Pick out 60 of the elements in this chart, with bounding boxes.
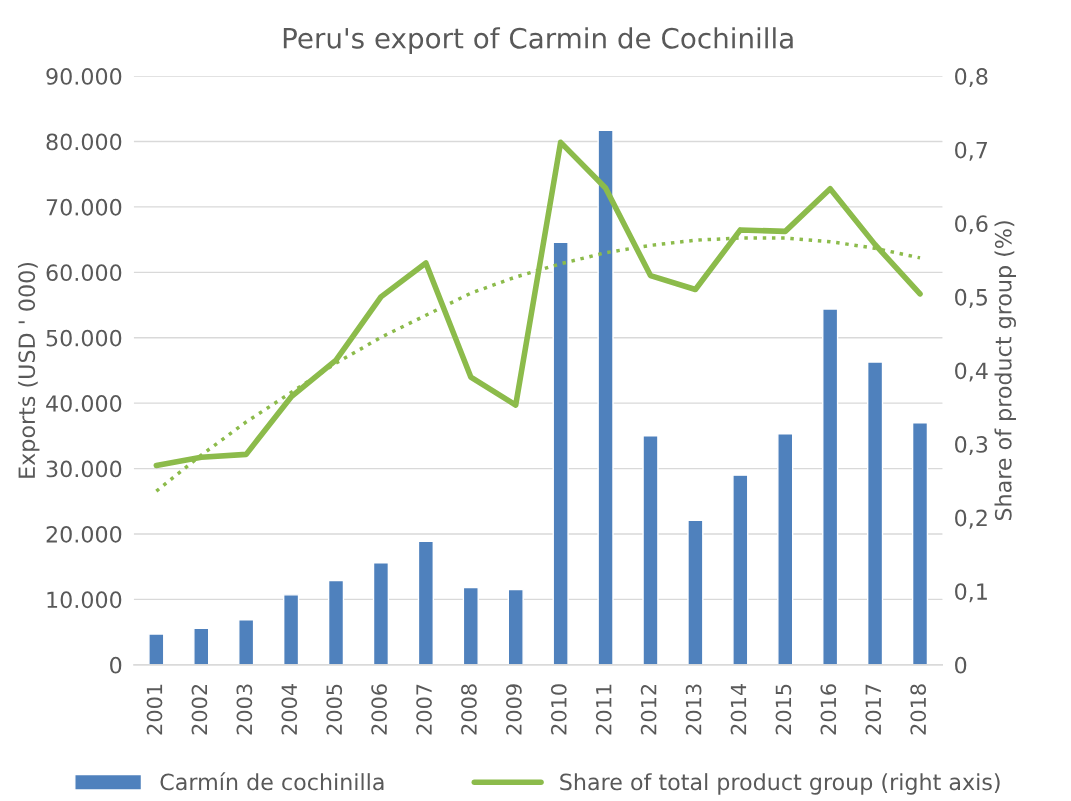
bar bbox=[372, 562, 390, 665]
y-tick-label: 30.000 bbox=[46, 460, 122, 478]
y2-tick-label: 0,2 bbox=[955, 509, 987, 529]
x-tick-label: 2005 bbox=[326, 684, 343, 735]
bar bbox=[327, 579, 345, 665]
x-tick-label: 2014 bbox=[730, 684, 747, 735]
bar bbox=[507, 588, 524, 665]
y-tick-label: 20.000 bbox=[46, 525, 122, 543]
bar bbox=[193, 627, 210, 665]
bar bbox=[911, 422, 929, 665]
y-tick-label: 0 bbox=[110, 656, 122, 674]
x-tick-label: 2015 bbox=[775, 684, 792, 735]
bar bbox=[866, 361, 884, 665]
y2-tick-label: 0,4 bbox=[955, 362, 988, 382]
y-tick-label: 10.000 bbox=[47, 591, 122, 609]
bar bbox=[282, 594, 300, 665]
bar bbox=[148, 633, 165, 665]
x-tick-label: 2007 bbox=[416, 684, 432, 735]
bar bbox=[417, 540, 434, 665]
x-tick-label: 2008 bbox=[461, 684, 477, 735]
y-axis-title: Exports (USD ' 000) bbox=[17, 262, 40, 478]
bar bbox=[238, 618, 255, 665]
legend-label: Share of total product group (right axis) bbox=[560, 773, 1000, 795]
bar bbox=[687, 519, 704, 665]
x-tick-label: 2002 bbox=[191, 684, 208, 735]
x-tick-label: 2012 bbox=[640, 684, 657, 735]
y2-tick-label: 0,1 bbox=[955, 583, 987, 603]
bar bbox=[822, 308, 839, 665]
y-tick-label: 50.000 bbox=[46, 329, 122, 347]
y2-tick-label: 0,3 bbox=[955, 436, 988, 456]
x-tick-label: 2016 bbox=[820, 684, 837, 735]
bar bbox=[597, 129, 614, 665]
y-tick-label: 40.000 bbox=[46, 395, 122, 412]
legend-label: Carmín de cochinilla bbox=[160, 772, 384, 791]
bar bbox=[732, 474, 749, 665]
bar bbox=[642, 435, 659, 665]
y2-tick-label: 0,6 bbox=[955, 215, 988, 235]
y-tick-label: 80.000 bbox=[46, 133, 122, 151]
x-tick-label: 2011 bbox=[595, 684, 612, 735]
x-tick-label: 2010 bbox=[550, 684, 567, 735]
bar bbox=[777, 433, 794, 665]
x-tick-label: 2013 bbox=[685, 684, 702, 735]
y2-tick-label: 0 bbox=[955, 656, 967, 674]
x-tick-label: 2006 bbox=[371, 684, 387, 735]
x-tick-label: 2003 bbox=[236, 684, 253, 735]
y-tick-label: 60.000 bbox=[46, 264, 122, 282]
y2-tick-label: 0,5 bbox=[955, 288, 987, 308]
x-tick-label: 2009 bbox=[506, 684, 522, 735]
x-tick-label: 2001 bbox=[146, 684, 163, 735]
x-tick-label: 2018 bbox=[910, 684, 927, 735]
bar bbox=[552, 241, 569, 665]
bar bbox=[462, 586, 479, 665]
y-tick-label: 70.000 bbox=[46, 198, 122, 216]
x-tick-label: 2017 bbox=[865, 684, 882, 735]
x-tick-label: 2004 bbox=[281, 684, 298, 735]
chart-title: Peru's export of Carmin de Cochinilla bbox=[283, 27, 793, 55]
y2-axis-title: Share of product group (%) bbox=[994, 221, 1016, 521]
y-tick-label: 90.000 bbox=[46, 68, 122, 85]
y2-tick-label: 0,7 bbox=[955, 141, 988, 161]
y2-tick-label: 0,8 bbox=[955, 68, 988, 88]
